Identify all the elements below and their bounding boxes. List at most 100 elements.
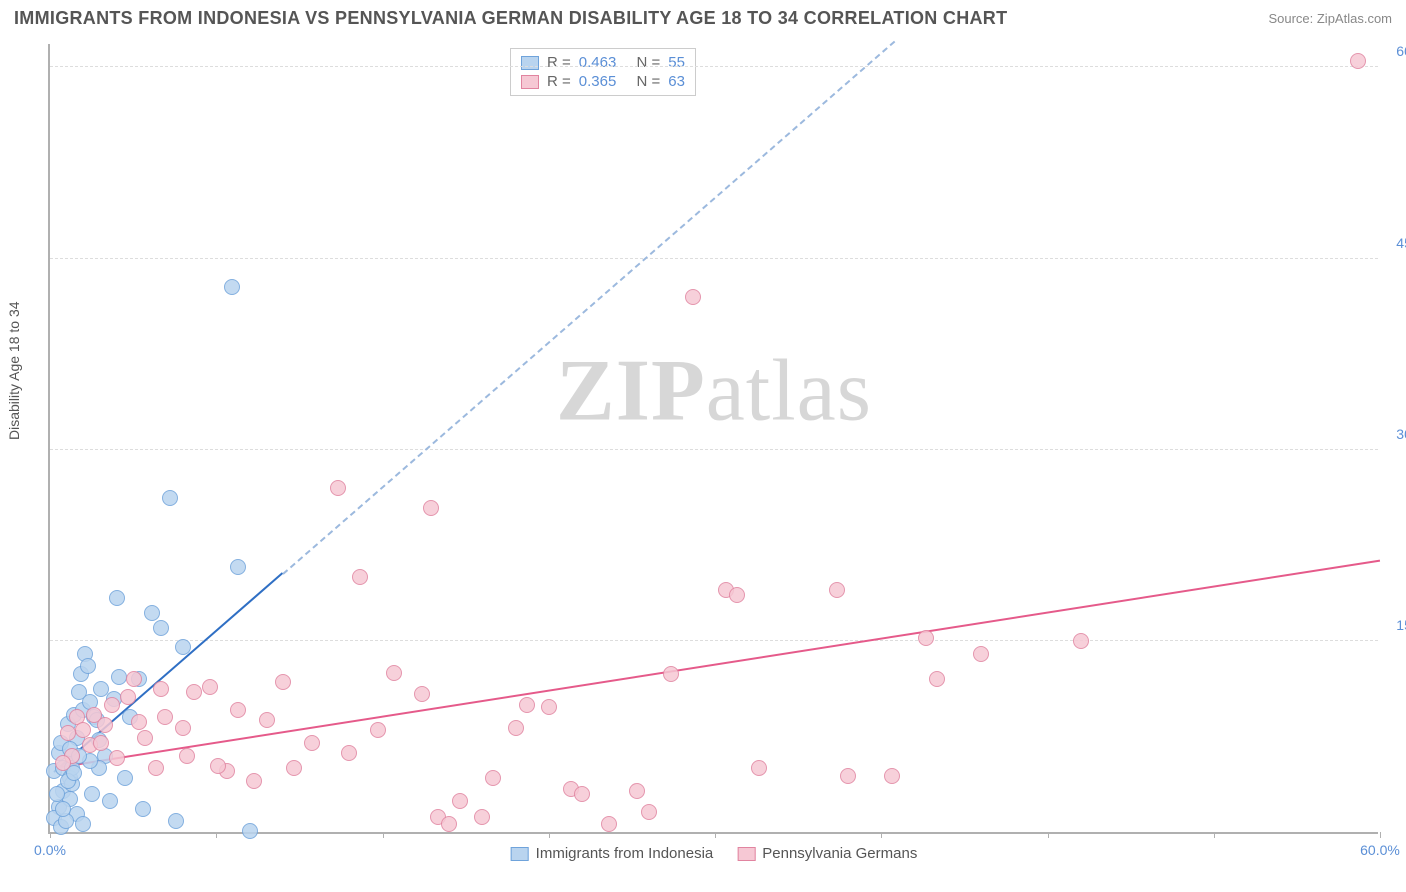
- data-point: [519, 697, 535, 713]
- n-value: 55: [668, 54, 685, 71]
- data-point: [104, 697, 120, 713]
- data-point: [111, 669, 127, 685]
- data-point: [153, 681, 169, 697]
- data-point: [918, 630, 934, 646]
- data-point: [452, 793, 468, 809]
- x-tick-label: 0.0%: [34, 842, 66, 858]
- x-tick: [715, 832, 716, 838]
- data-point: [179, 748, 195, 764]
- x-tick: [881, 832, 882, 838]
- x-tick: [1214, 832, 1215, 838]
- data-point: [414, 686, 430, 702]
- x-tick-label: 60.0%: [1360, 842, 1400, 858]
- data-point: [751, 760, 767, 776]
- chart-title: IMMIGRANTS FROM INDONESIA VS PENNSYLVANI…: [14, 8, 1007, 29]
- data-point: [126, 671, 142, 687]
- data-point: [729, 587, 745, 603]
- grid-line: [50, 640, 1378, 641]
- legend-row-series-2: R = 0.365 N = 63: [521, 72, 685, 91]
- y-tick-label: 60.0%: [1396, 43, 1406, 59]
- data-point: [259, 712, 275, 728]
- data-point: [829, 582, 845, 598]
- scatter-chart: ZIPatlas R = 0.463 N = 55 R = 0.365 N = …: [48, 44, 1378, 834]
- r-value: 0.463: [579, 54, 617, 71]
- data-point: [80, 658, 96, 674]
- grid-line: [50, 258, 1378, 259]
- y-tick-label: 45.0%: [1396, 235, 1406, 251]
- data-point: [144, 605, 160, 621]
- n-value: 63: [668, 73, 685, 90]
- data-point: [102, 793, 118, 809]
- y-tick-label: 15.0%: [1396, 617, 1406, 633]
- data-point: [629, 783, 645, 799]
- data-point: [352, 569, 368, 585]
- x-tick: [216, 832, 217, 838]
- data-point: [75, 722, 91, 738]
- data-point: [246, 773, 262, 789]
- data-point: [49, 786, 65, 802]
- data-point: [541, 699, 557, 715]
- data-point: [153, 620, 169, 636]
- data-point: [137, 730, 153, 746]
- data-point: [175, 639, 191, 655]
- data-point: [386, 665, 402, 681]
- data-point: [148, 760, 164, 776]
- data-point: [474, 809, 490, 825]
- series-name: Immigrants from Indonesia: [536, 845, 714, 862]
- source-label: Source: ZipAtlas.com: [1268, 11, 1392, 26]
- legend-item-series-1: Immigrants from Indonesia: [511, 845, 714, 862]
- data-point: [55, 755, 71, 771]
- data-point: [341, 745, 357, 761]
- data-point: [1350, 53, 1366, 69]
- data-point: [508, 720, 524, 736]
- swatch-icon: [511, 847, 529, 861]
- swatch-icon: [737, 847, 755, 861]
- y-axis-label: Disability Age 18 to 34: [6, 301, 22, 440]
- data-point: [84, 786, 100, 802]
- r-label: R =: [547, 73, 571, 90]
- data-point: [202, 679, 218, 695]
- x-tick: [549, 832, 550, 838]
- data-point: [423, 500, 439, 516]
- data-point: [286, 760, 302, 776]
- data-point: [230, 559, 246, 575]
- grid-line: [50, 449, 1378, 450]
- data-point: [93, 681, 109, 697]
- data-point: [230, 702, 246, 718]
- data-point: [97, 717, 113, 733]
- data-point: [275, 674, 291, 690]
- correlation-legend: R = 0.463 N = 55 R = 0.365 N = 63: [510, 48, 696, 96]
- data-point: [224, 279, 240, 295]
- data-point: [109, 750, 125, 766]
- data-point: [485, 770, 501, 786]
- data-point: [168, 813, 184, 829]
- data-point: [929, 671, 945, 687]
- data-point: [109, 590, 125, 606]
- data-point: [685, 289, 701, 305]
- data-point: [93, 735, 109, 751]
- y-tick-label: 30.0%: [1396, 426, 1406, 442]
- r-value: 0.365: [579, 73, 617, 90]
- data-point: [370, 722, 386, 738]
- series-legend: Immigrants from Indonesia Pennsylvania G…: [511, 845, 918, 862]
- data-point: [75, 816, 91, 832]
- data-point: [117, 770, 133, 786]
- data-point: [330, 480, 346, 496]
- n-label: N =: [636, 54, 660, 71]
- data-point: [242, 823, 258, 839]
- data-point: [131, 714, 147, 730]
- swatch-icon: [521, 75, 539, 89]
- data-point: [663, 666, 679, 682]
- data-point: [973, 646, 989, 662]
- series-name: Pennsylvania Germans: [762, 845, 917, 862]
- trend-line-dashed: [282, 40, 895, 574]
- data-point: [157, 709, 173, 725]
- x-tick: [50, 832, 51, 838]
- data-point: [840, 768, 856, 784]
- watermark: ZIPatlas: [556, 340, 872, 441]
- data-point: [162, 490, 178, 506]
- legend-row-series-1: R = 0.463 N = 55: [521, 53, 685, 72]
- data-point: [574, 786, 590, 802]
- data-point: [601, 816, 617, 832]
- data-point: [304, 735, 320, 751]
